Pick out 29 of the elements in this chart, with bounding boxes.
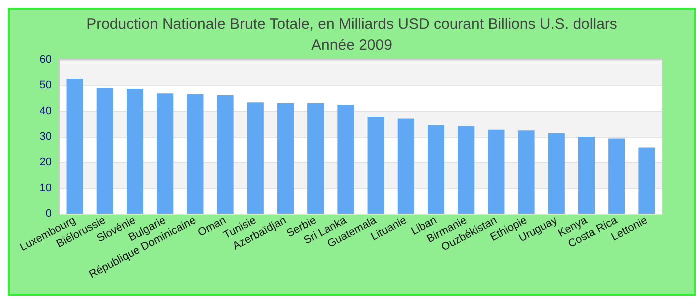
chart-subtitle: Année 2009 bbox=[312, 37, 392, 54]
bar bbox=[277, 103, 294, 214]
bar bbox=[638, 148, 656, 214]
y-tick-label: 30 bbox=[40, 131, 52, 143]
bar bbox=[157, 94, 174, 214]
bar bbox=[247, 102, 264, 214]
bar bbox=[428, 125, 445, 214]
y-tick-label: 60 bbox=[40, 54, 52, 66]
bar bbox=[126, 89, 144, 214]
bar bbox=[368, 116, 384, 214]
bar bbox=[608, 138, 626, 214]
y-tick-label: 40 bbox=[40, 105, 52, 118]
bar bbox=[187, 94, 204, 214]
chart-title: Production Nationale Brute Totale, en Milliards USD courant Billions U.S. dollars bbox=[86, 16, 618, 33]
bar bbox=[578, 137, 596, 214]
y-tick-label: 20 bbox=[40, 156, 52, 169]
bar bbox=[488, 130, 505, 214]
bar bbox=[66, 78, 84, 214]
y-tick-label: 50 bbox=[40, 80, 52, 92]
bar bbox=[458, 126, 475, 214]
bar bbox=[548, 133, 565, 214]
y-tick-label: 10 bbox=[40, 182, 52, 194]
bar bbox=[308, 103, 324, 214]
bar bbox=[338, 105, 354, 214]
y-tick-label: 0 bbox=[46, 208, 52, 220]
bar bbox=[96, 88, 114, 214]
bar bbox=[217, 95, 234, 214]
bar bbox=[398, 118, 414, 214]
bar bbox=[518, 130, 535, 214]
